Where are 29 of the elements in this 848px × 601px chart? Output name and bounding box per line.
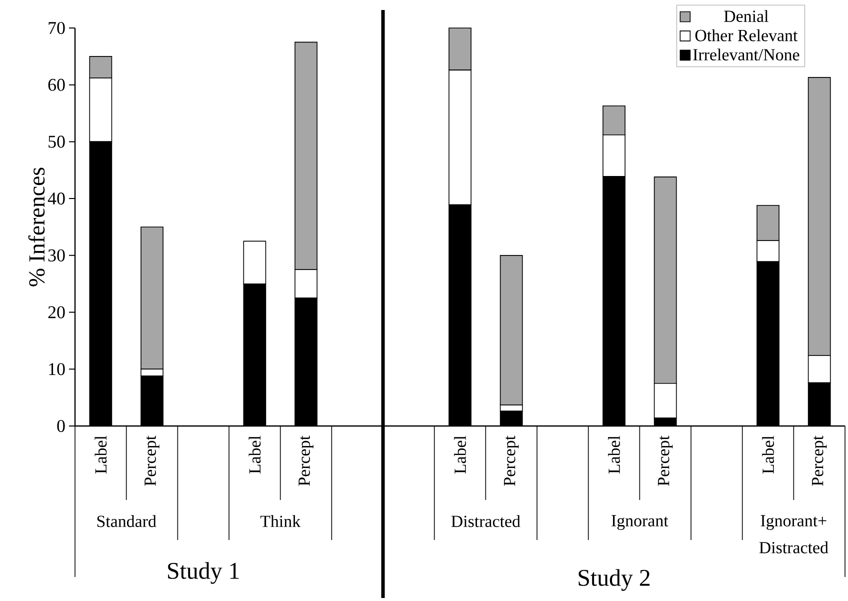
legend-label: Irrelevant/None (693, 48, 800, 60)
text: Standard (97, 515, 156, 528)
x-tick-label: Label (762, 436, 774, 474)
y-tick-label: 30 (48, 249, 65, 262)
text: Study 1 (168, 562, 239, 584)
y-tick-label: 20 (48, 306, 65, 318)
legend-label: Other Relevant (695, 29, 798, 42)
text: Ignorant+ Distracted (759, 515, 828, 554)
y-tick-label: 0 (57, 420, 65, 432)
x-tick-label: Percept (298, 436, 314, 486)
y-axis-title: % Inferences (28, 168, 45, 286)
x-tick-label: Label (248, 436, 261, 474)
legend-label: Denial (724, 10, 768, 22)
x-tick-label: Label (454, 436, 466, 474)
y-tick-label: 70 (48, 22, 65, 34)
x-tick-label: Label (608, 436, 620, 474)
y-tick-label: 50 (48, 136, 65, 148)
y-tick-label: 40 (48, 192, 65, 205)
x-tick-label: Label (94, 436, 107, 474)
text: Study 2 (578, 569, 650, 591)
x-tick-label: Percept (812, 436, 827, 486)
x-tick-label: Percept (504, 436, 519, 486)
y-tick-label: 60 (48, 78, 65, 91)
x-tick-label: Percept (144, 436, 160, 486)
text: Ignorant (612, 515, 668, 530)
text: Distracted (451, 515, 520, 528)
text: Think (260, 515, 301, 527)
x-tick-label: Percept (658, 436, 673, 486)
y-tick-label: 10 (49, 363, 65, 376)
